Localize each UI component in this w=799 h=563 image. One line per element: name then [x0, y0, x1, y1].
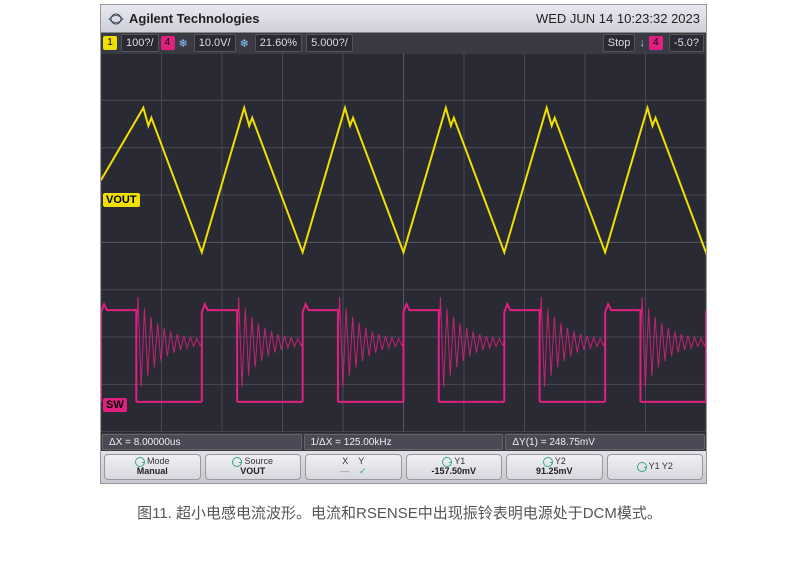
- timebase-pct: 21.60%: [255, 34, 302, 52]
- status-bar: 1 100?/ 4 ❄ 10.0V/ ❄ 21.60% 5.000?/ Stop…: [101, 33, 706, 53]
- knob-icon: [135, 457, 145, 467]
- y1y2-softkey[interactable]: Y1 Y2: [607, 454, 704, 480]
- run-state[interactable]: Stop: [603, 34, 636, 52]
- timestamp: WED JUN 14 10:23:32 2023: [536, 11, 700, 26]
- waveform-screen: VOUT SW: [101, 53, 706, 433]
- x-unchecked-icon: —: [340, 467, 349, 477]
- xy-softkey[interactable]: X Y — ✓: [305, 454, 402, 480]
- agilent-logo: [107, 10, 125, 28]
- ch4-badge[interactable]: 4: [161, 36, 175, 50]
- mode-softkey[interactable]: Mode Manual: [104, 454, 201, 480]
- freq-measurement: 1/ΔX = 125.00kHz: [304, 434, 504, 450]
- y1-softkey[interactable]: Y1 -157.50mV: [406, 454, 503, 480]
- delta-y-measurement: ΔY(1) = 248.75mV: [505, 434, 705, 450]
- ch1-vdiv: 100?/: [121, 34, 159, 52]
- knob-icon: [637, 462, 647, 472]
- trig-edge-icon: ↓: [639, 37, 645, 49]
- knob-icon: [543, 457, 553, 467]
- trig-level: -5.0?: [669, 34, 704, 52]
- sw-label: SW: [103, 398, 127, 412]
- ch4-vdiv: 10.0V/: [194, 34, 236, 52]
- softkey-bar: Mode Manual Source VOUT X Y — ✓ Y1 -157.…: [101, 451, 706, 483]
- source-softkey[interactable]: Source VOUT: [205, 454, 302, 480]
- freeze-icon-2: ❄: [240, 37, 249, 50]
- trig-ch-badge[interactable]: 4: [649, 36, 663, 50]
- y-check-icon: ✓: [359, 467, 367, 477]
- timebase: 5.000?/: [306, 34, 353, 52]
- vout-label: VOUT: [103, 193, 140, 207]
- waveforms: [101, 53, 706, 432]
- brand-text: Agilent Technologies: [129, 11, 260, 26]
- delta-x-measurement: ΔX = 8.00000us: [102, 434, 302, 450]
- measurement-bar: ΔX = 8.00000us 1/ΔX = 125.00kHz ΔY(1) = …: [101, 433, 706, 451]
- ch1-badge[interactable]: 1: [103, 36, 117, 50]
- figure-caption: 图11. 超小电感电流波形。电流和RSENSE中出现振铃表明电源处于DCM模式。: [0, 502, 799, 523]
- freeze-icon: ❄: [179, 37, 188, 50]
- y2-softkey[interactable]: Y2 91.25mV: [506, 454, 603, 480]
- oscilloscope-window: Agilent Technologies WED JUN 14 10:23:32…: [100, 4, 707, 484]
- title-bar: Agilent Technologies WED JUN 14 10:23:32…: [101, 5, 706, 33]
